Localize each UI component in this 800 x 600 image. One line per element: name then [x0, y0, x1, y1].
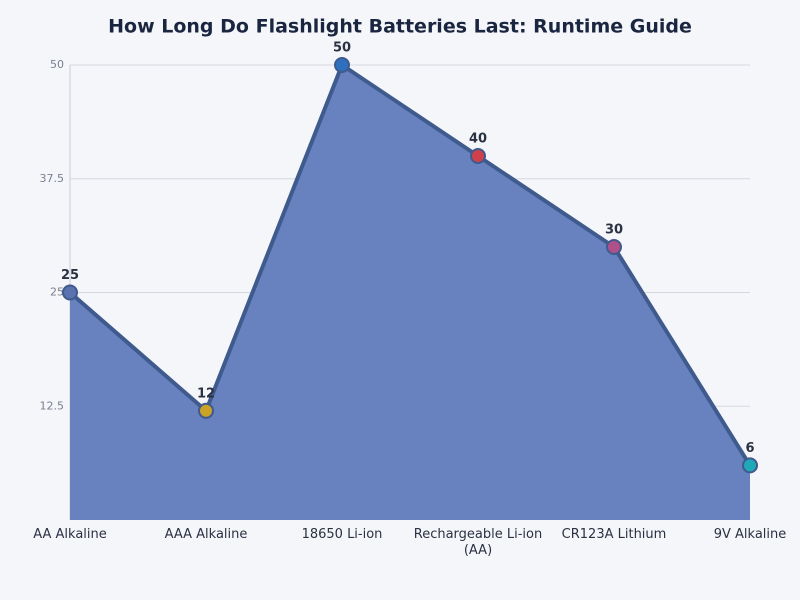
x-tick-label: 18650 Li-ion	[301, 527, 383, 542]
line	[68, 63, 752, 467]
value-label: 40	[469, 132, 487, 147]
x-tick-label: 9V Alkaline	[713, 527, 787, 542]
point	[470, 148, 486, 164]
point	[334, 57, 350, 73]
area	[70, 65, 750, 520]
point	[606, 239, 622, 255]
x-tick-label: AAA Alkaline	[164, 527, 248, 542]
point	[198, 402, 214, 419]
y-tick-label: 12.5	[40, 399, 65, 412]
value-label: 12	[197, 386, 215, 401]
y-tick-label: 50	[50, 58, 64, 71]
value-label: 25	[61, 268, 79, 283]
x-tick-label: AA Alkaline	[33, 527, 107, 542]
point	[62, 284, 78, 301]
y-tick-label: 25	[50, 286, 64, 299]
point	[742, 457, 758, 474]
chart-title: How Long Do Flashlight Batteries Last: R…	[108, 16, 692, 38]
value-label: 50	[333, 41, 351, 56]
x-tick-label: Rechargeable Li-ion (AA)	[413, 527, 543, 558]
y-tick-label: 37.5	[40, 172, 65, 185]
value-label: 30	[605, 223, 623, 238]
value-label: 6	[745, 441, 754, 456]
x-tick-label: CR123A Lithium	[561, 527, 667, 542]
